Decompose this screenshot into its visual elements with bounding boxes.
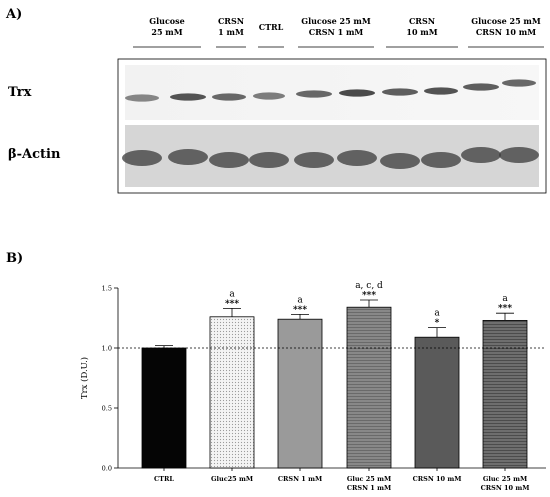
actin-bands bbox=[122, 147, 539, 169]
trx-blot-strip bbox=[125, 65, 539, 120]
panel-b-label: B) bbox=[6, 251, 23, 266]
significance-letters-6: a bbox=[502, 294, 508, 304]
error-bars bbox=[155, 299, 514, 348]
bar-2 bbox=[209, 316, 255, 469]
trx-band-7 bbox=[382, 88, 418, 96]
lane-label-6-line-2: CRSN 10 mM bbox=[476, 27, 536, 37]
actin-band-3 bbox=[209, 152, 249, 168]
x-tick-label-1-line-1: CTRL bbox=[154, 475, 174, 483]
lane-label-2-line-2: 1 mM bbox=[218, 27, 244, 37]
actin-band-10 bbox=[499, 147, 539, 163]
actin-band-4 bbox=[249, 152, 289, 168]
y-tick-label-1: 0.5 bbox=[102, 404, 112, 412]
lane-label-4-line-2: CRSN 1 mM bbox=[309, 27, 364, 37]
bar-5 bbox=[414, 336, 460, 469]
x-tick-label-4-line-2: CRSN 1 mM bbox=[347, 484, 391, 492]
y-ticks: 0.0 0.5 1.0 1.5 bbox=[102, 284, 118, 472]
y-tick-label-0: 0.0 bbox=[102, 464, 112, 472]
lane-label-6-line-1: Glucose 25 mM bbox=[471, 16, 541, 26]
significance-stars-5: * bbox=[435, 319, 440, 329]
x-tick-label-4-line-1: Gluc 25 mM bbox=[347, 475, 391, 483]
y-tick-label-2: 1.0 bbox=[102, 344, 112, 352]
y-axis-label: Trx (D.U.) bbox=[79, 357, 90, 399]
trx-band-1 bbox=[125, 94, 159, 102]
bar-1 bbox=[141, 347, 187, 469]
significance-stars-4: *** bbox=[362, 291, 376, 301]
trx-bands bbox=[125, 79, 536, 102]
significance-letters-3: a bbox=[297, 295, 303, 305]
trx-band-6 bbox=[339, 89, 375, 97]
lane-label-2-line-1: CRSN bbox=[218, 16, 244, 26]
actin-band-7 bbox=[380, 153, 420, 169]
lane-label-1-line-2: 25 mM bbox=[151, 27, 182, 37]
x-tick-label-3-line-1: CRSN 1 mM bbox=[278, 475, 322, 483]
trx-band-8 bbox=[424, 87, 458, 95]
actin-band-6 bbox=[337, 150, 377, 166]
actin-band-5 bbox=[294, 152, 334, 168]
trx-band-5 bbox=[296, 90, 332, 98]
actin-band-2 bbox=[168, 149, 208, 165]
x-tick-label-6-line-2: CRSN 10 mM bbox=[481, 484, 530, 492]
y-tick-label-3: 1.5 bbox=[102, 284, 112, 292]
trx-band-2 bbox=[170, 93, 206, 101]
x-tick-label-5-line-1: CRSN 10 mM bbox=[413, 475, 462, 483]
significance-stars-2: *** bbox=[225, 299, 239, 309]
lane-label-1-line-1: Glucose bbox=[149, 16, 185, 26]
bar-6 bbox=[482, 319, 528, 469]
bar-chart: Trx (D.U.) 0.00.51.01.5 ***a***a ***a, c,… bbox=[79, 281, 546, 492]
significance-letters-2: a bbox=[229, 289, 235, 299]
actin-band-9 bbox=[461, 147, 501, 163]
bar-4 bbox=[346, 306, 392, 469]
lane-label-4-line-1: Glucose 25 mM bbox=[301, 16, 371, 26]
trx-band-10 bbox=[502, 79, 536, 87]
bar-3 bbox=[277, 318, 323, 469]
significance-stars-6: *** bbox=[498, 304, 512, 314]
trx-band-4 bbox=[253, 92, 285, 100]
row-label-actin: β-Actin bbox=[8, 147, 61, 162]
row-label-trx: Trx bbox=[8, 85, 32, 100]
lane-label-5-line-2: 10 mM bbox=[406, 27, 437, 37]
lane-label-3-line-1: CTRL bbox=[259, 22, 284, 32]
x-tick-label-2-line-1: Gluc25 mM bbox=[211, 475, 253, 483]
lane-label-5-line-1: CRSN bbox=[409, 16, 435, 26]
significance-letters-4: a, c, d bbox=[355, 281, 383, 291]
panel-a-label: A) bbox=[5, 7, 22, 22]
significance-stars-3: *** bbox=[293, 305, 307, 315]
significance-letters-5: a bbox=[434, 309, 440, 319]
bars bbox=[141, 306, 528, 469]
significance-annotations: ***a***a ***a, c, d*a ***a bbox=[225, 281, 512, 329]
actin-band-1 bbox=[122, 150, 162, 166]
actin-band-8 bbox=[421, 152, 461, 168]
trx-band-9 bbox=[463, 83, 499, 91]
x-tick-label-6-line-1: Gluc 25 mM bbox=[483, 475, 527, 483]
trx-band-3 bbox=[212, 93, 246, 101]
